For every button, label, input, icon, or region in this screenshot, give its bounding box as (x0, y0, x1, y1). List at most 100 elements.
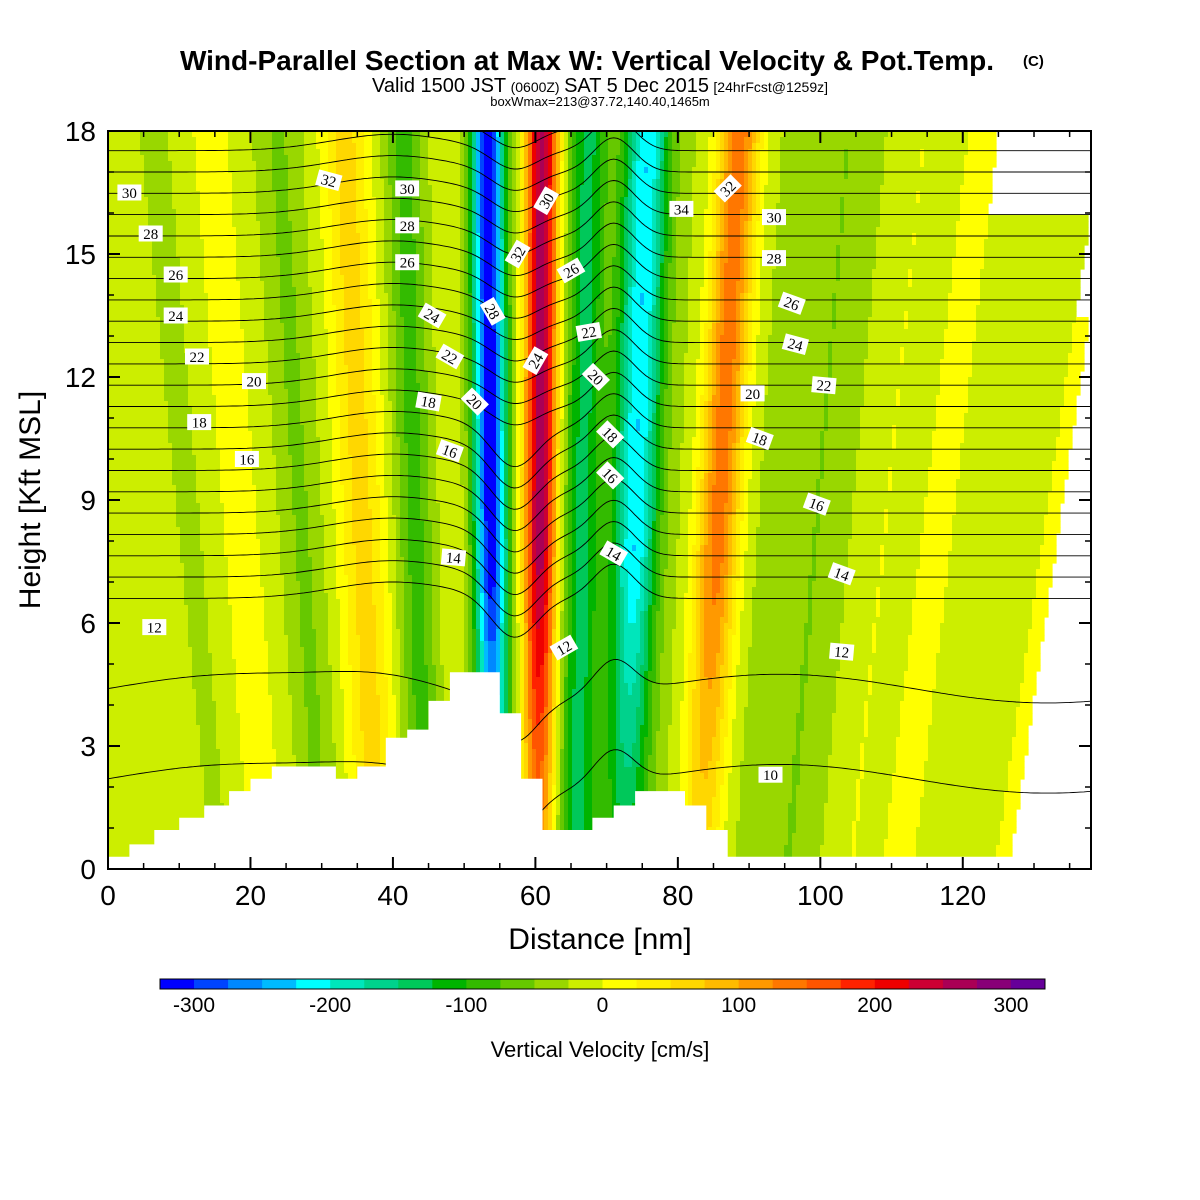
velocity-cell (616, 485, 621, 492)
velocity-cell (748, 287, 753, 294)
velocity-cell (980, 287, 1081, 294)
velocity-cell (404, 383, 421, 390)
velocity-cell (1056, 443, 1073, 450)
velocity-cell (668, 293, 677, 300)
velocity-cell (716, 335, 721, 342)
velocity-cell (544, 359, 549, 366)
velocity-cell (552, 389, 557, 396)
velocity-cell (528, 389, 533, 396)
velocity-cell (344, 293, 361, 300)
velocity-cell (544, 131, 549, 138)
velocity-cell (1072, 323, 1089, 330)
velocity-cell (364, 179, 373, 186)
velocity-cell (404, 347, 417, 354)
velocity-cell (288, 209, 309, 216)
velocity-cell (468, 209, 473, 216)
velocity-cell (272, 437, 289, 444)
velocity-cell (572, 287, 577, 294)
velocity-cell (192, 407, 217, 414)
velocity-cell (180, 257, 205, 264)
velocity-cell (424, 299, 433, 306)
velocity-cell (464, 353, 469, 360)
velocity-cell (152, 239, 177, 246)
velocity-cell (568, 197, 573, 204)
velocity-cell (552, 353, 557, 360)
velocity-cell (220, 485, 257, 492)
velocity-cell (312, 329, 329, 336)
velocity-cell (660, 389, 665, 396)
velocity-cell (496, 335, 501, 342)
velocity-cell (724, 329, 737, 336)
velocity-cell (288, 413, 301, 420)
velocity-cell (764, 143, 769, 150)
velocity-cell (408, 443, 421, 450)
velocity-cell (472, 233, 477, 240)
velocity-cell (472, 371, 477, 378)
velocity-cell (772, 269, 837, 276)
velocity-cell (560, 317, 565, 324)
velocity-cell (272, 185, 289, 192)
velocity-cell (904, 347, 945, 354)
velocity-cell (264, 311, 281, 318)
velocity-cell (392, 275, 401, 282)
velocity-cell (240, 287, 265, 294)
velocity-cell (508, 473, 513, 480)
velocity-cell (500, 137, 505, 144)
velocity-cell (508, 365, 513, 372)
velocity-cell (380, 371, 389, 378)
velocity-cell (560, 401, 565, 408)
velocity-cell (552, 149, 557, 156)
velocity-cell (340, 269, 361, 276)
velocity-cell (564, 245, 569, 252)
velocity-cell (612, 329, 617, 336)
velocity-cell (520, 389, 525, 396)
velocity-cell (232, 203, 257, 210)
velocity-cell (292, 485, 305, 492)
velocity-cell (568, 137, 573, 144)
velocity-cell (756, 143, 765, 150)
velocity-cell (372, 149, 381, 156)
velocity-cell (748, 329, 753, 336)
velocity-cell (484, 221, 493, 228)
velocity-cell (632, 323, 649, 330)
velocity-cell (700, 353, 705, 360)
velocity-cell (948, 317, 977, 324)
velocity-cell (492, 173, 497, 180)
velocity-cell (496, 383, 501, 390)
velocity-cell (392, 305, 401, 312)
velocity-cell (936, 413, 965, 420)
velocity-cell (512, 263, 517, 270)
velocity-cell (652, 419, 657, 426)
velocity-cell (716, 155, 721, 162)
velocity-cell (260, 239, 277, 246)
velocity-cell (464, 359, 469, 366)
velocity-cell (416, 365, 425, 372)
velocity-cell (528, 347, 533, 354)
velocity-cell (760, 197, 765, 204)
velocity-cell (388, 377, 397, 384)
velocity-cell (752, 407, 765, 414)
velocity-cell (728, 431, 737, 438)
velocity-cell (212, 383, 249, 390)
velocity-cell (176, 215, 201, 222)
velocity-cell (468, 407, 473, 414)
velocity-cell (780, 197, 841, 204)
velocity-cell (396, 137, 413, 144)
velocity-cell (108, 131, 141, 138)
velocity-cell (480, 185, 485, 192)
velocity-cell (712, 221, 717, 228)
velocity-cell (520, 167, 525, 174)
velocity-cell (472, 311, 477, 318)
velocity-cell (624, 167, 629, 174)
velocity-cell (716, 311, 721, 318)
velocity-cell (696, 479, 701, 486)
velocity-cell (708, 293, 713, 300)
velocity-cell (624, 275, 629, 282)
velocity-cell (552, 431, 557, 438)
velocity-cell (592, 221, 601, 228)
velocity-cell (204, 263, 237, 270)
velocity-cell (600, 149, 609, 156)
velocity-cell (432, 335, 461, 342)
velocity-cell (632, 215, 637, 222)
velocity-cell (288, 401, 301, 408)
